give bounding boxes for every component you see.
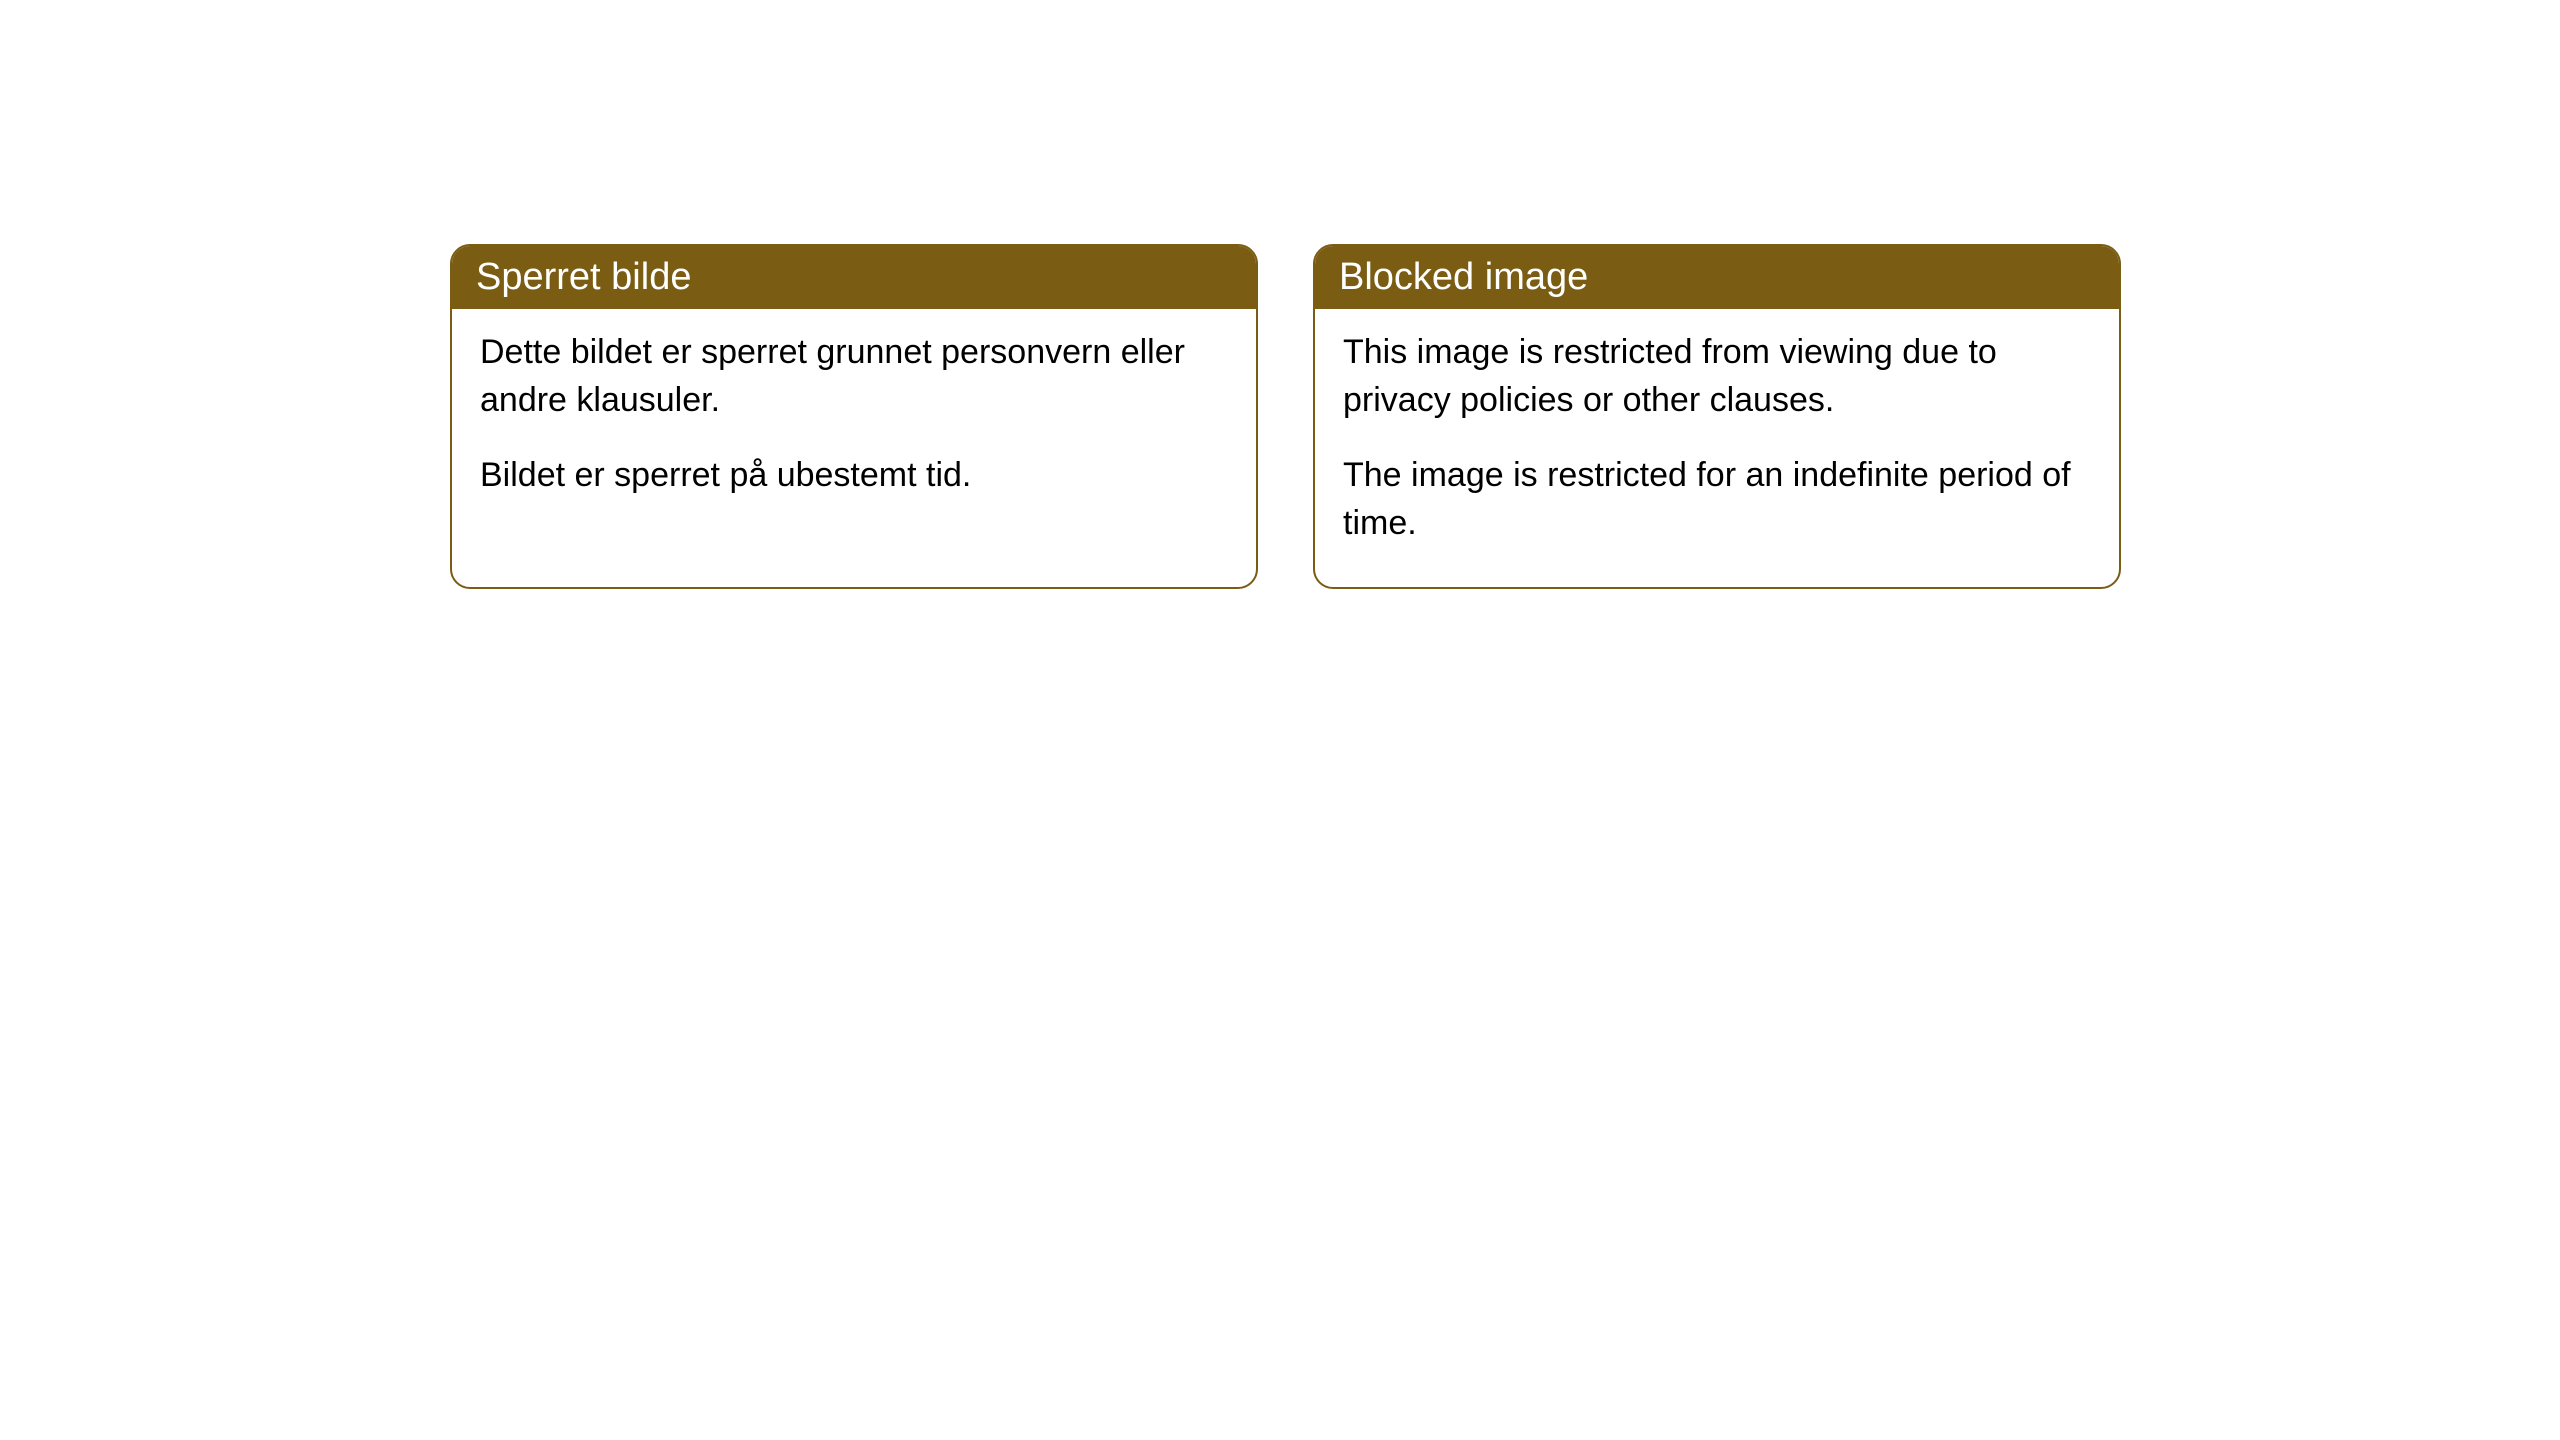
notice-cards-container: Sperret bilde Dette bildet er sperret gr… <box>450 244 2121 589</box>
blocked-image-card-english: Blocked image This image is restricted f… <box>1313 244 2121 589</box>
card-header: Blocked image <box>1315 246 2119 309</box>
card-paragraph: This image is restricted from viewing du… <box>1343 329 2091 424</box>
card-body: This image is restricted from viewing du… <box>1315 309 2119 587</box>
card-title: Blocked image <box>1339 256 1588 298</box>
card-paragraph: Dette bildet er sperret grunnet personve… <box>480 329 1228 424</box>
card-paragraph: Bildet er sperret på ubestemt tid. <box>480 452 1228 500</box>
card-body: Dette bildet er sperret grunnet personve… <box>452 309 1256 540</box>
card-paragraph: The image is restricted for an indefinit… <box>1343 452 2091 547</box>
blocked-image-card-norwegian: Sperret bilde Dette bildet er sperret gr… <box>450 244 1258 589</box>
card-header: Sperret bilde <box>452 246 1256 309</box>
card-title: Sperret bilde <box>476 256 691 298</box>
